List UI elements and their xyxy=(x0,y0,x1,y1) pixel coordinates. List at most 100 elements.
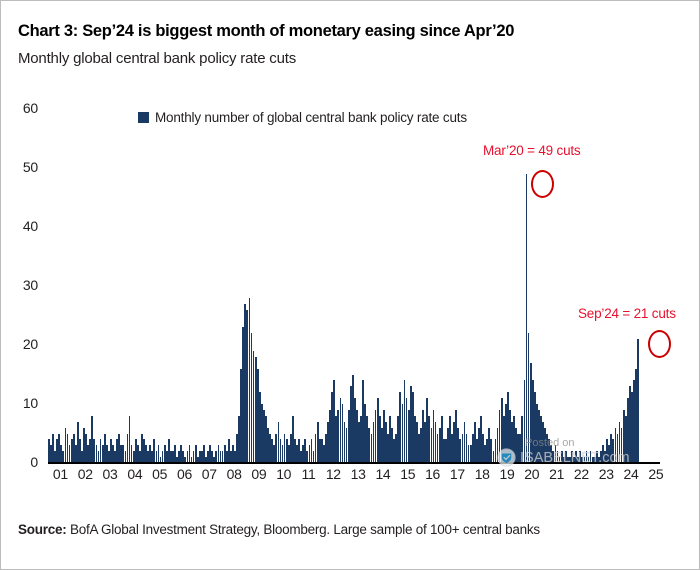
bar xyxy=(612,439,615,463)
bar xyxy=(447,427,449,463)
bar xyxy=(83,427,85,463)
bar xyxy=(509,409,511,463)
bar xyxy=(196,457,199,463)
bar xyxy=(471,433,474,463)
bar xyxy=(401,404,404,463)
bar xyxy=(294,439,296,463)
y-tick-30: 30 xyxy=(22,277,38,293)
bar xyxy=(178,451,181,463)
bar xyxy=(558,457,561,463)
bar xyxy=(457,427,460,463)
bar xyxy=(575,451,577,463)
bar xyxy=(393,439,396,463)
bar xyxy=(434,421,437,463)
bar xyxy=(304,439,307,463)
page-subtitle: Monthly global central bank policy rate … xyxy=(18,50,297,67)
bar xyxy=(209,445,212,463)
bar xyxy=(631,392,633,463)
bar xyxy=(132,451,135,463)
bar xyxy=(192,451,195,463)
x-tick-13: 13 xyxy=(350,466,366,482)
bar xyxy=(504,404,507,463)
bar xyxy=(256,368,259,463)
bar xyxy=(436,433,439,463)
bar xyxy=(475,439,478,463)
y-tick-20: 20 xyxy=(22,336,38,352)
bar xyxy=(387,433,389,463)
bar xyxy=(58,433,61,463)
bar xyxy=(358,421,360,463)
bar xyxy=(64,427,67,463)
bar xyxy=(60,445,63,463)
watermark: ISABELNET.com xyxy=(497,448,630,467)
bar xyxy=(473,421,476,463)
bar xyxy=(66,433,69,463)
bar xyxy=(281,445,284,463)
bar xyxy=(546,433,549,463)
bar xyxy=(389,415,391,463)
bar xyxy=(587,457,590,463)
bar xyxy=(91,415,94,463)
bar xyxy=(306,451,309,463)
bar xyxy=(533,392,536,463)
bar xyxy=(161,451,164,463)
bar xyxy=(552,451,555,463)
bar xyxy=(258,392,261,463)
bar xyxy=(275,433,278,463)
bar xyxy=(188,445,191,463)
x-tick-24: 24 xyxy=(623,466,639,482)
bar xyxy=(157,445,160,463)
bar xyxy=(463,421,466,463)
bar xyxy=(581,457,584,463)
bar xyxy=(374,409,377,463)
bar xyxy=(405,398,408,463)
bar xyxy=(577,457,580,463)
bar xyxy=(529,362,532,463)
bar xyxy=(271,439,274,463)
chart-legend: Monthly number of global central bank po… xyxy=(138,110,467,125)
bar xyxy=(151,451,154,463)
bar xyxy=(409,386,412,463)
bar xyxy=(74,445,77,463)
bar xyxy=(124,451,127,463)
page-title: Chart 3: Sep’24 is biggest month of mone… xyxy=(18,22,515,40)
bar xyxy=(368,427,371,463)
bar xyxy=(349,386,352,463)
bar xyxy=(70,439,73,463)
bar xyxy=(595,451,598,463)
bar xyxy=(490,439,493,463)
x-tick-21: 21 xyxy=(549,466,565,482)
bar xyxy=(418,433,420,463)
bar xyxy=(569,457,571,463)
bar xyxy=(205,457,207,463)
bar xyxy=(227,439,230,463)
bar xyxy=(424,421,427,463)
annotation-mar20-label: Mar’20 = 49 cuts xyxy=(483,143,581,158)
bar xyxy=(540,415,542,463)
bar xyxy=(242,327,245,463)
bar xyxy=(626,398,629,463)
bar xyxy=(211,451,214,463)
legend-label: Monthly number of global central bank po… xyxy=(155,110,467,125)
bar xyxy=(591,457,594,463)
x-tick-16: 16 xyxy=(425,466,441,482)
bar xyxy=(76,421,79,463)
bar xyxy=(136,445,139,463)
bar xyxy=(103,433,106,463)
bar xyxy=(517,433,520,463)
bar xyxy=(571,451,573,463)
bar xyxy=(403,380,406,463)
bar xyxy=(624,415,627,463)
watermark-site: ISABELNET.com xyxy=(520,449,630,466)
bar xyxy=(492,451,495,463)
bar xyxy=(147,451,149,463)
bar xyxy=(153,439,156,463)
bar xyxy=(174,445,176,463)
bar xyxy=(426,398,429,463)
bar xyxy=(260,404,263,463)
bar xyxy=(606,439,608,463)
bar xyxy=(149,445,152,463)
bar xyxy=(213,457,216,463)
bar xyxy=(238,415,240,463)
bar xyxy=(99,439,102,463)
